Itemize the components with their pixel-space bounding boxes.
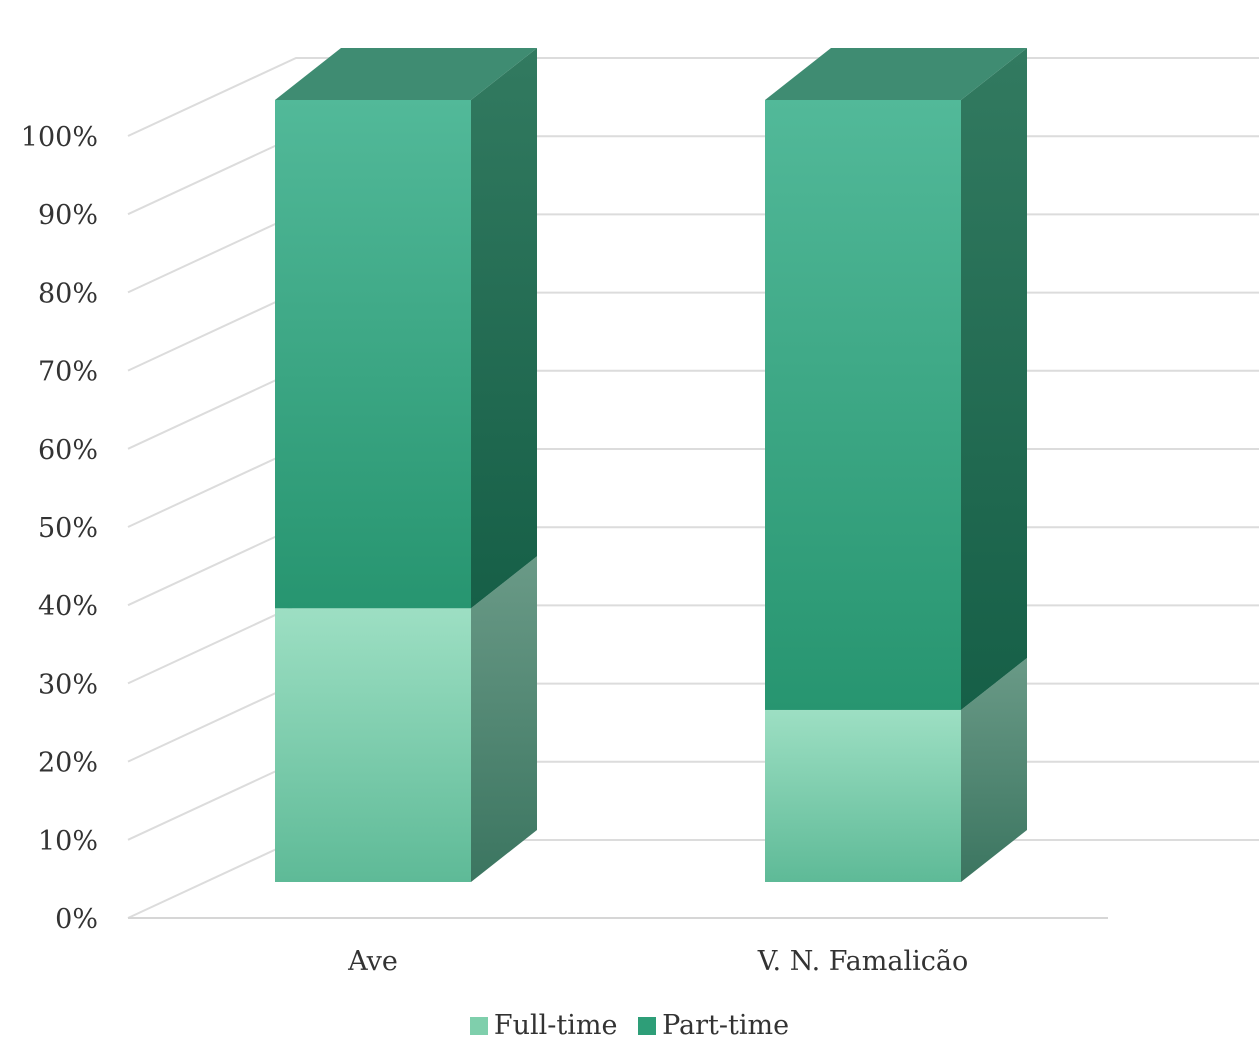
y-tick-label: 40% — [38, 591, 98, 622]
bars — [275, 48, 1027, 882]
y-tick-label: 20% — [38, 748, 98, 779]
y-tick-label: 30% — [38, 669, 98, 700]
bar-full-time-1 — [765, 709, 961, 882]
y-tick-label: 10% — [38, 826, 98, 857]
bar-top-1 — [765, 48, 1027, 100]
legend-swatch-full-time — [469, 1016, 488, 1035]
bar-full-time-0 — [275, 608, 471, 882]
x-category-label: V. N. Famalicão — [757, 946, 968, 977]
bar-side-full-time-1 — [961, 657, 1027, 882]
y-tick-label: 100% — [21, 122, 98, 153]
legend-item-full-time: Full-time — [469, 1010, 618, 1041]
bar-top-0 — [275, 48, 537, 100]
y-axis: 0% 10% 20% 30% 40% 50% 60% 70% 80% 90% 100% — [21, 122, 98, 935]
y-tick-label: 70% — [38, 357, 98, 388]
y-tick-label: 50% — [38, 513, 98, 544]
legend-label-full-time: Full-time — [493, 1010, 618, 1041]
legend: Full-time Part-time — [0, 1010, 1259, 1042]
bar-side-full-time-0 — [471, 556, 537, 882]
x-axis: Ave V. N. Famalicão — [347, 946, 968, 977]
legend-swatch-part-time — [638, 1016, 657, 1035]
bar-side-part-time-0 — [471, 48, 537, 609]
legend-label-part-time: Part-time — [662, 1010, 790, 1041]
y-tick-label: 80% — [38, 278, 98, 309]
x-category-label: Ave — [347, 946, 398, 977]
legend-item-part-time: Part-time — [638, 1010, 789, 1041]
y-tick-label: 90% — [38, 200, 98, 231]
bar-part-time-0 — [275, 100, 471, 609]
bar-side-part-time-1 — [961, 48, 1027, 710]
bar-part-time-1 — [765, 100, 961, 710]
y-tick-label: 0% — [55, 904, 98, 935]
y-tick-label: 60% — [38, 435, 98, 466]
